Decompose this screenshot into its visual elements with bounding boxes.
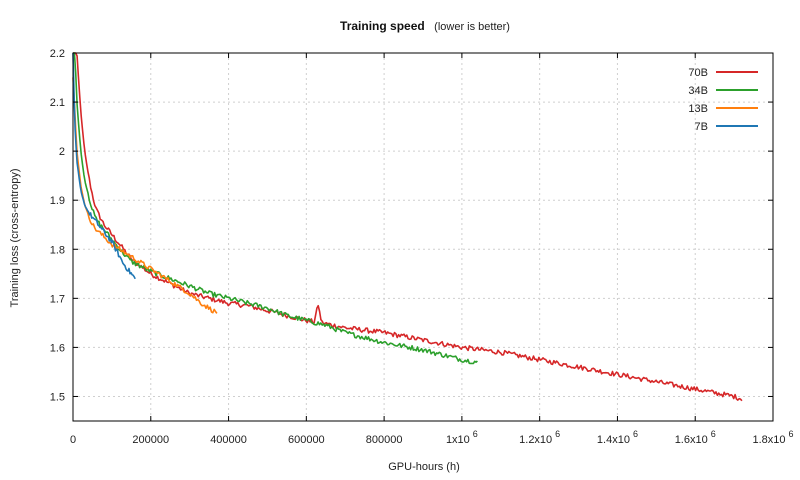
- y-tick-label: 1.8: [50, 244, 65, 256]
- series-line-7b: [72, 52, 136, 280]
- y-tick-label: 2.2: [50, 48, 65, 60]
- x-tick-label: 1.6x10 6: [675, 429, 716, 446]
- y-tick-label: 1.5: [50, 391, 65, 403]
- x-tick-label: 1.8x10 6: [752, 429, 793, 446]
- y-tick-label: 2: [59, 146, 65, 158]
- x-tick-label-exponent: 6: [711, 429, 716, 439]
- y-tick-label: 1.6: [50, 342, 65, 354]
- legend: 70B 34B 13B 7B: [688, 67, 758, 133]
- x-tick-label-base: 0: [70, 434, 76, 446]
- chart-title: Training speed (lower is better): [340, 17, 510, 34]
- plot-frame: [72, 52, 774, 422]
- x-tick-label: 1.2x10 6: [519, 429, 560, 446]
- chart-title-subtitle: (lower is better): [434, 21, 510, 33]
- y-tick-label: 2.1: [50, 97, 65, 109]
- grid-lines: [73, 53, 773, 421]
- x-tick-label-base: 1x10: [446, 434, 470, 446]
- x-tick-label-base: 1.8x10: [752, 434, 785, 446]
- x-tick-label-base: 800000: [366, 434, 403, 446]
- x-tick-label: 1.4x10 6: [597, 429, 638, 446]
- x-axis-label: GPU-hours (h): [388, 461, 460, 473]
- x-tick-label-exponent: 6: [789, 429, 794, 439]
- y-tick-label: 1.7: [50, 293, 65, 305]
- legend-entry-label: 34B: [688, 85, 708, 97]
- x-tick-label: 1x10 6: [446, 429, 478, 446]
- legend-entry-label: 7B: [695, 121, 708, 133]
- x-tick-label-base: 400000: [210, 434, 247, 446]
- series-lines: [72, 52, 743, 402]
- x-axis-ticks: 0 200000 400000 600000 800000 1x10 6 1.2x10 6 1.4…: [70, 53, 794, 446]
- series-line-34b: [73, 52, 478, 365]
- x-tick-label-base: 600000: [288, 434, 325, 446]
- x-tick-label: 400000: [210, 434, 247, 446]
- x-tick-label-exponent: 6: [633, 429, 638, 439]
- x-tick-label-base: 1.4x10: [597, 434, 630, 446]
- legend-entry-label: 13B: [688, 103, 708, 115]
- x-tick-label-base: 1.2x10: [519, 434, 552, 446]
- x-tick-label: 200000: [132, 434, 169, 446]
- legend-entry-label: 70B: [688, 67, 708, 79]
- series-line-13b: [72, 77, 218, 314]
- x-tick-label: 800000: [366, 434, 403, 446]
- chart-title-main: Training speed: [340, 19, 425, 33]
- x-tick-label: 0: [70, 434, 76, 446]
- y-axis-label: Training loss (cross-entropy): [9, 169, 21, 308]
- x-tick-label-base: 200000: [132, 434, 169, 446]
- x-tick-label-exponent: 6: [473, 429, 478, 439]
- x-tick-label: 600000: [288, 434, 325, 446]
- y-axis-ticks: 1.5 1.6 1.7 1.8 1.9 2 2.1 2.2: [50, 48, 773, 403]
- y-tick-label: 1.9: [50, 195, 65, 207]
- x-tick-label-base: 1.6x10: [675, 434, 708, 446]
- x-tick-label-exponent: 6: [555, 429, 560, 439]
